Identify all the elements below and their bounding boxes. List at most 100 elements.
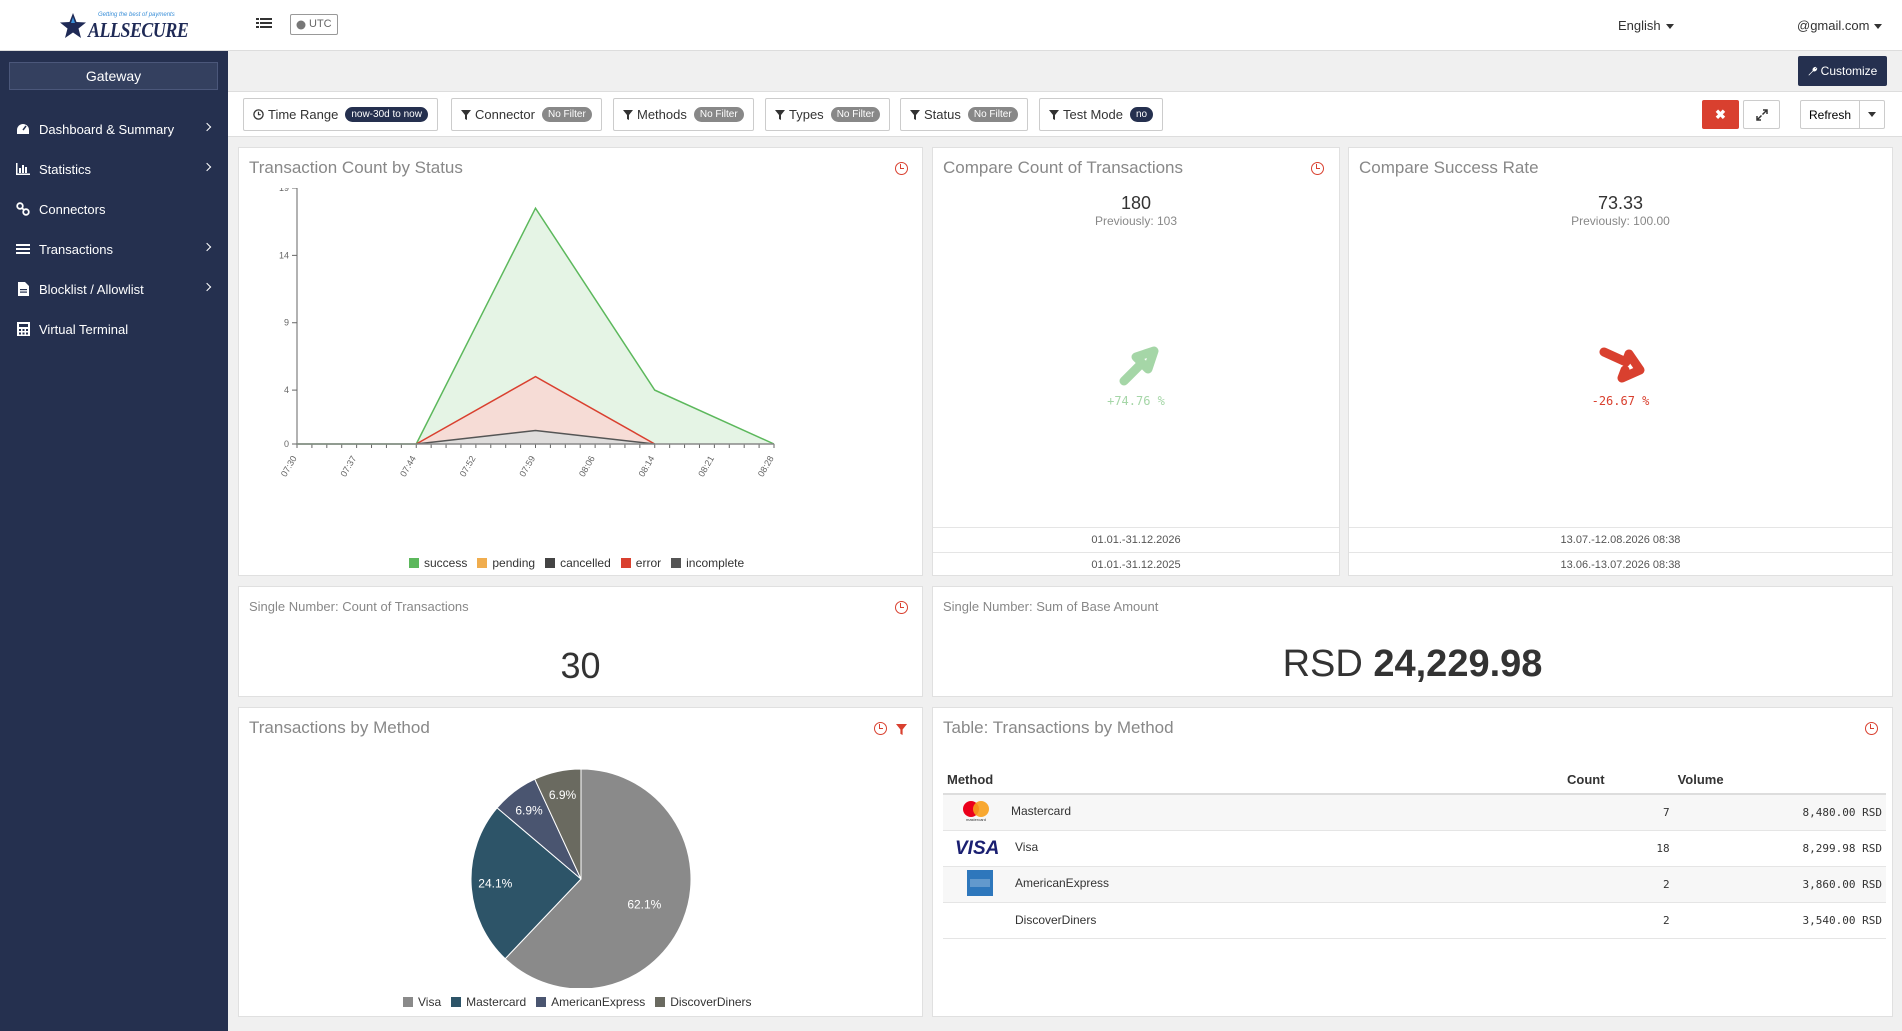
sidebar-item-label: Transactions xyxy=(39,241,113,257)
panel-title: Compare Success Rate xyxy=(1359,158,1539,177)
sidebar: Gateway Dashboard & Summary Statistics C… xyxy=(0,51,228,1031)
panel-title: Compare Count of Transactions xyxy=(943,158,1184,177)
fullscreen-button[interactable] xyxy=(1743,100,1780,129)
legend-item-incomplete[interactable]: incomplete xyxy=(671,556,744,570)
clock-icon[interactable] xyxy=(1311,162,1324,175)
legend-item-cancelled[interactable]: cancelled xyxy=(545,556,611,570)
compare-change: -26.67 % xyxy=(1591,394,1650,408)
svg-text:VISA: VISA xyxy=(955,838,999,857)
period-current: 13.07.-12.08.2026 08:38 xyxy=(1349,527,1892,552)
document-icon xyxy=(15,282,31,296)
calculator-icon xyxy=(15,322,31,336)
mastercard-icon: mastercard xyxy=(963,800,989,822)
table-row[interactable]: mastercard Mastercard 7 8,480.00 RSD xyxy=(943,794,1886,831)
count-cell: 7 xyxy=(1563,794,1674,831)
legend-item-pending[interactable]: pending xyxy=(477,556,535,570)
column-header-method[interactable]: Method xyxy=(943,766,1563,795)
gateway-button[interactable]: Gateway xyxy=(9,62,218,90)
count-cell: 2 xyxy=(1563,866,1674,903)
caret-down-icon xyxy=(1868,112,1876,117)
star-logo-icon xyxy=(60,13,86,38)
sidebar-item-transactions[interactable]: Transactions xyxy=(0,229,228,269)
list-icon xyxy=(15,242,31,256)
filter-types[interactable]: Types No Filter xyxy=(765,98,891,131)
bar-chart-icon xyxy=(15,162,31,176)
language-label: English xyxy=(1618,18,1661,33)
clear-filters-button[interactable]: ✖ xyxy=(1702,100,1739,129)
menu-toggle-icon[interactable] xyxy=(256,16,274,34)
compare-previous: Previously: 100.00 xyxy=(1571,214,1670,228)
panel-compare-count: Compare Count of Transactions 180 Previo… xyxy=(932,147,1340,576)
filter-icon[interactable] xyxy=(896,724,907,735)
customize-button[interactable]: Customize xyxy=(1798,56,1887,86)
legend-item-visa[interactable]: Visa xyxy=(403,995,441,1009)
legend-swatch xyxy=(655,997,666,1007)
y-tick-label: 4 xyxy=(284,385,289,395)
column-header-count[interactable]: Count xyxy=(1563,766,1674,795)
sidebar-item-blocklist[interactable]: Blocklist / Allowlist xyxy=(0,269,228,309)
language-dropdown[interactable]: English xyxy=(1618,18,1674,33)
legend-item-discoverdiners[interactable]: DiscoverDiners xyxy=(655,995,752,1009)
y-tick-label: 0 xyxy=(284,439,289,449)
legend-item-error[interactable]: error xyxy=(620,556,661,570)
timezone-badge[interactable]: UTC xyxy=(290,14,338,35)
panel-method-pie: Transactions by Method 62.1% 24.1% 6.9% 6.9… xyxy=(238,707,923,1017)
legend-swatch xyxy=(671,558,682,568)
sidebar-item-dashboard[interactable]: Dashboard & Summary xyxy=(0,109,228,149)
legend-label: incomplete xyxy=(686,556,745,570)
sidebar-item-statistics[interactable]: Statistics xyxy=(0,149,228,189)
panel-title: Single Number: Sum of Base Amount xyxy=(943,599,1159,614)
y-tick-label: 19 xyxy=(279,188,289,193)
filter-icon xyxy=(461,109,471,120)
pie-slice-label: 6.9% xyxy=(515,804,543,818)
table-row[interactable]: AmericanExpress 2 3,860.00 RSD xyxy=(943,866,1886,903)
legend-item-success[interactable]: success xyxy=(409,556,467,570)
clock-icon[interactable] xyxy=(874,722,887,735)
clock-icon[interactable] xyxy=(895,601,908,614)
table-row[interactable]: VISA Visa 18 8,299.98 RSD xyxy=(943,830,1886,867)
method-table: Method Count Volume mastercard Mastercar… xyxy=(943,766,1886,939)
filter-status[interactable]: Status No Filter xyxy=(900,98,1028,131)
wrench-icon xyxy=(1808,66,1817,76)
compare-value: 180 xyxy=(1120,193,1152,213)
panel-single-count: Single Number: Count of Transactions 30 xyxy=(238,586,923,697)
user-dropdown[interactable]: @gmail.com xyxy=(1797,18,1883,33)
filter-time-range[interactable]: Time Range now-30d to now xyxy=(243,98,438,131)
x-tick-label: 08:21 xyxy=(696,454,716,479)
clock-icon[interactable] xyxy=(895,162,908,175)
filter-badge: now-30d to now xyxy=(345,107,428,122)
x-tick-label: 07:37 xyxy=(338,454,358,479)
filter-test-mode[interactable]: Test Mode no xyxy=(1039,98,1164,131)
filter-connector[interactable]: Connector No Filter xyxy=(451,98,602,131)
method-cell: DiscoverDiners xyxy=(943,902,1563,939)
filter-label: Time Range xyxy=(268,107,339,122)
link-icon xyxy=(15,202,31,216)
single-number-value: 30 xyxy=(560,645,601,686)
period-previous: 01.01.-31.12.2025 xyxy=(933,552,1339,577)
allsecure-logo[interactable]: Getting the best of payments ALLSECURE xyxy=(56,8,189,44)
legend-swatch xyxy=(403,997,413,1007)
x-tick-label: 07:59 xyxy=(517,454,537,479)
refresh-button[interactable]: Refresh xyxy=(1800,100,1860,129)
amex-icon xyxy=(967,869,993,896)
column-header-volume[interactable]: Volume xyxy=(1673,766,1886,795)
volume-cell: 8,299.98 RSD xyxy=(1673,830,1886,867)
legend-item-americanexpress[interactable]: AmericanExpress xyxy=(536,995,645,1009)
x-tick-label: 07:30 xyxy=(279,454,299,479)
sidebar-item-virtual-terminal[interactable]: Virtual Terminal xyxy=(0,309,228,349)
clock-icon[interactable] xyxy=(1865,722,1878,735)
clock-icon xyxy=(253,109,264,120)
table-row[interactable]: DiscoverDiners 2 3,540.00 RSD xyxy=(943,902,1886,939)
legend-item-mastercard[interactable]: Mastercard xyxy=(451,995,526,1009)
legend-label: DiscoverDiners xyxy=(670,995,752,1009)
dashboard-icon xyxy=(15,122,31,136)
legend-label: cancelled xyxy=(560,556,611,570)
table-header-row: Method Count Volume xyxy=(943,766,1886,795)
panel-title: Table: Transactions by Method xyxy=(943,718,1174,737)
sidebar-item-connectors[interactable]: Connectors xyxy=(0,189,228,229)
refresh-dropdown-button[interactable] xyxy=(1859,100,1885,129)
filter-methods[interactable]: Methods No Filter xyxy=(613,98,754,131)
filter-label: Status xyxy=(924,107,961,122)
method-name: AmericanExpress xyxy=(1015,875,1110,890)
pie-slice-label: 62.1% xyxy=(627,897,661,911)
